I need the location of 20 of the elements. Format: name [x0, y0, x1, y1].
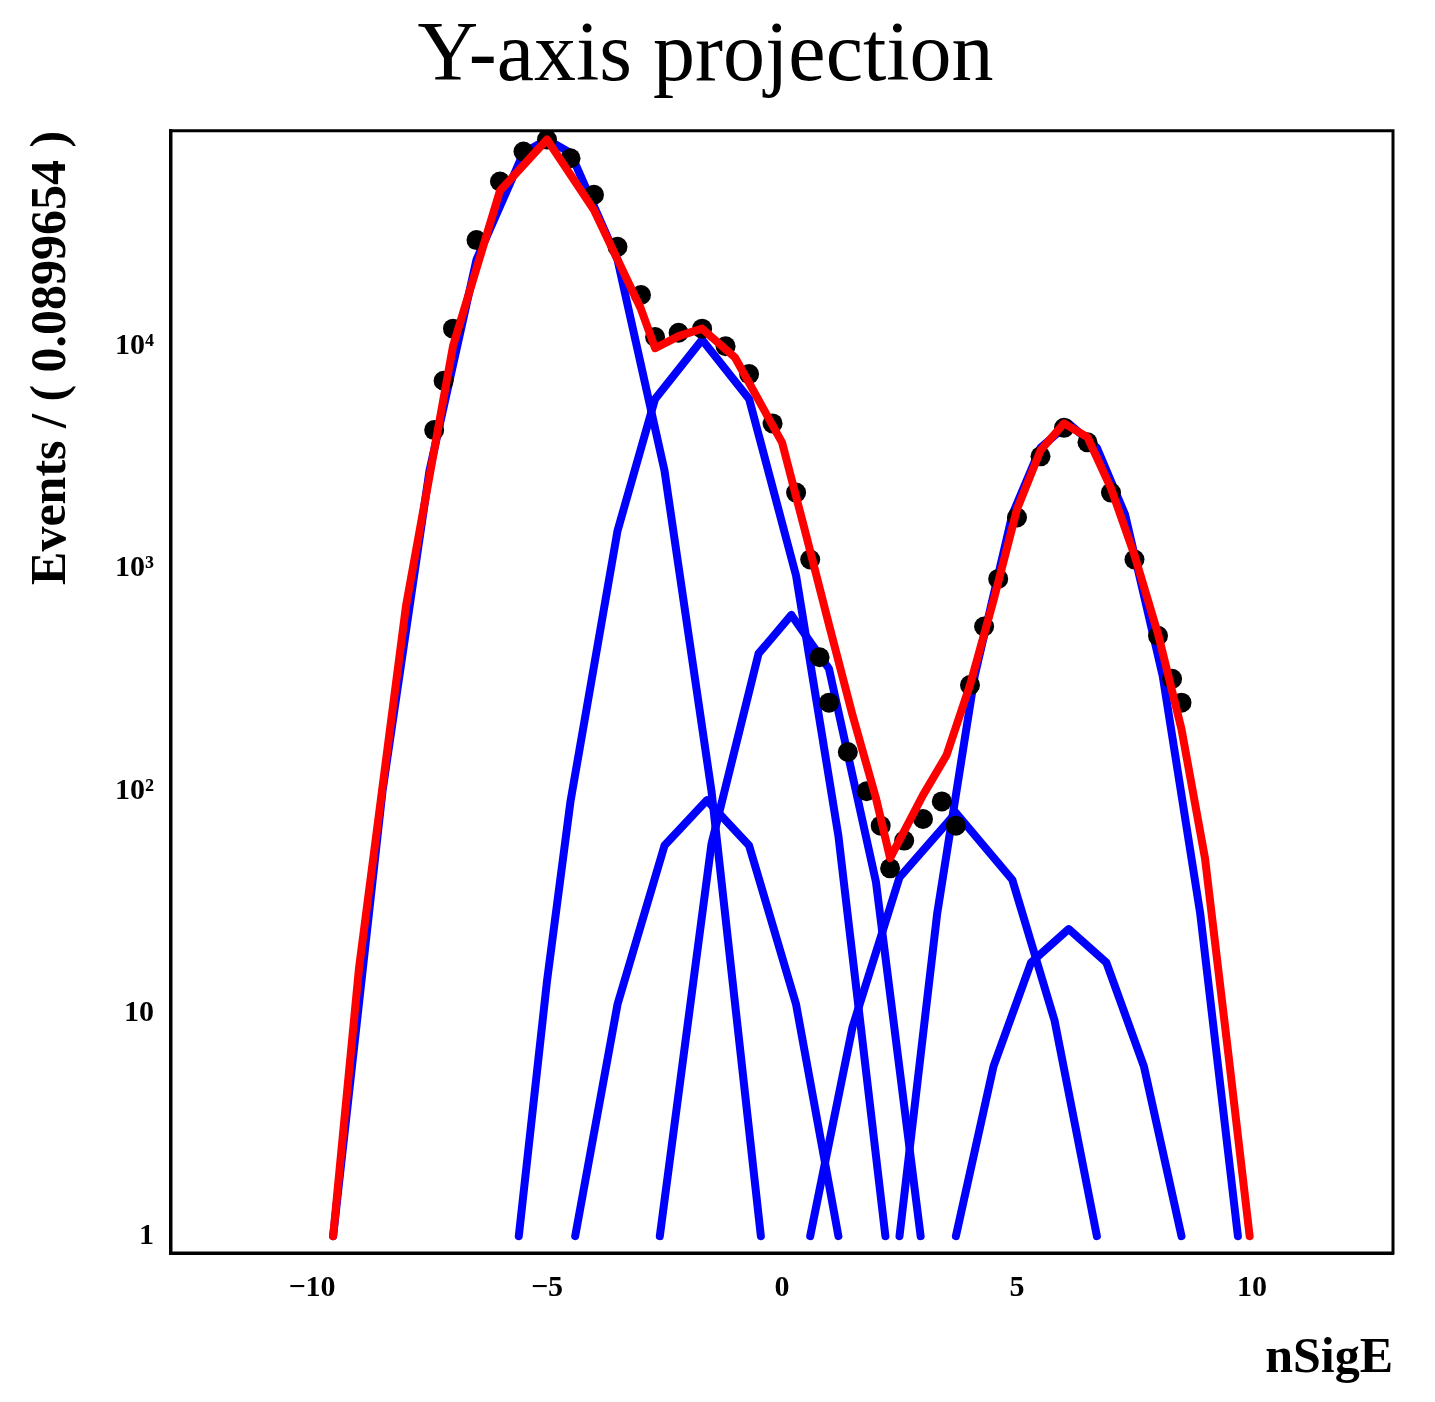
y-tick-label: 10²	[114, 771, 154, 805]
chart-title: Y-axis projection	[417, 5, 994, 99]
point	[945, 815, 966, 836]
x-tick-label: 5	[1009, 1268, 1025, 1302]
point	[913, 809, 933, 829]
point	[880, 858, 901, 879]
y-tick-label: 10³	[114, 549, 154, 583]
y-tick-label: 10	[123, 994, 154, 1028]
x-tick-label: −10	[288, 1268, 336, 1302]
point	[837, 742, 858, 763]
point	[931, 791, 952, 812]
point	[819, 692, 839, 713]
y-axis-title: Events / ( 0.0899654 )	[19, 130, 76, 585]
y-tick-label: 10⁴	[114, 327, 154, 361]
y-tick-label: 1	[138, 1216, 154, 1250]
x-tick-label: −5	[530, 1268, 564, 1302]
x-axis-title: nSigE	[1265, 1326, 1393, 1383]
x-tick-label: 0	[774, 1268, 790, 1302]
x-tick-label: 10	[1237, 1268, 1267, 1302]
point	[809, 647, 830, 668]
